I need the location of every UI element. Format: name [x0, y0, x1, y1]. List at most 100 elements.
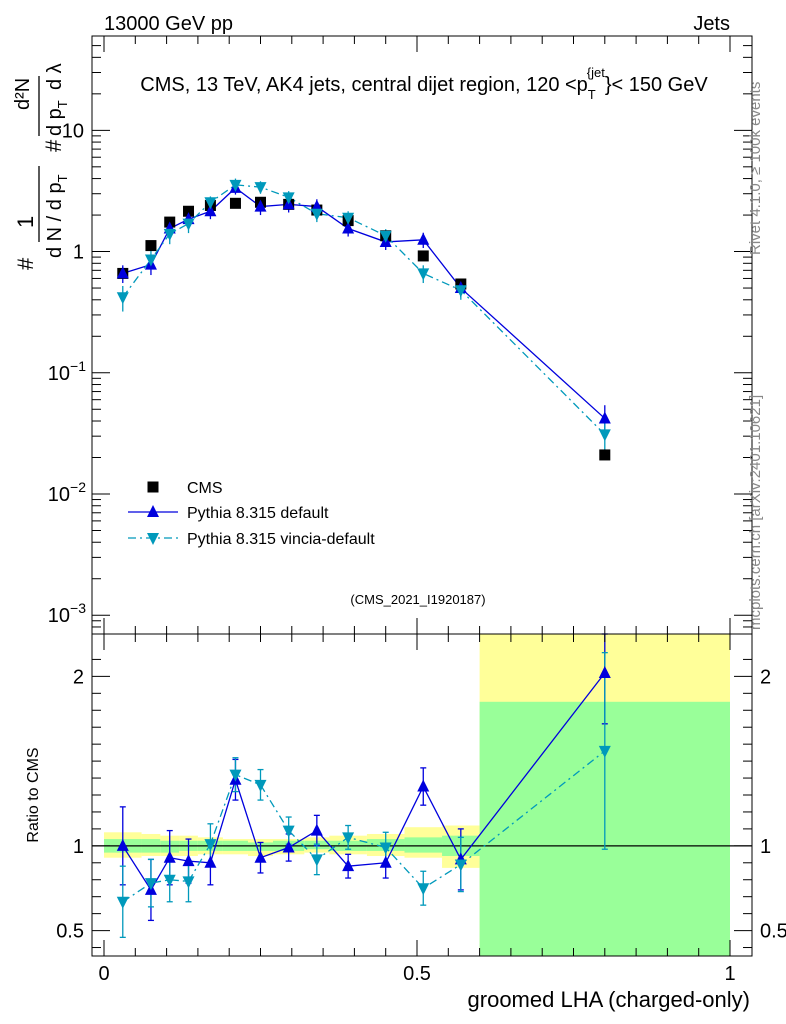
- vincia-marker-triangle: [204, 197, 217, 210]
- vincia-marker-triangle: [282, 192, 295, 205]
- main-y-tick-label: 1: [73, 242, 84, 264]
- vincia-marker-triangle: [417, 268, 430, 281]
- vincia-marker-triangle: [342, 212, 355, 225]
- vincia-marker-triangle: [598, 745, 611, 758]
- ratio-y-tick-label: 2: [73, 666, 84, 688]
- vincia-marker-triangle: [417, 883, 430, 896]
- data-marker-square: [229, 197, 241, 209]
- rivet-version-label: Rivet 4.1.0, ≥ 100k events: [747, 82, 764, 255]
- vincia-marker-triangle: [182, 876, 195, 889]
- vincia-marker-triangle: [379, 842, 392, 855]
- tick-exponent: −1: [70, 358, 86, 374]
- ratio-panel: 0.5 0.5 1 1 2 2 0 0.5 1: [56, 633, 786, 985]
- ylabel-dp-sub: T: [55, 100, 70, 108]
- main-y-tick-label: 10−1: [48, 358, 86, 385]
- default-marker-triangle: [116, 266, 129, 279]
- main-y-tick-label: 10: [62, 120, 84, 142]
- vincia-marker-triangle: [144, 878, 157, 891]
- data-marker-square: [147, 481, 159, 493]
- x-tick-label: 1: [724, 963, 735, 985]
- vincia-marker-triangle: [229, 769, 242, 782]
- legend: CMS Pythia 8.315 default Pythia 8.315 vinc…: [128, 480, 375, 548]
- default-marker-triangle: [342, 859, 355, 872]
- category-label: Jets: [693, 13, 730, 35]
- vincia-marker-triangle: [454, 285, 467, 298]
- ratio-y-tick-label: 0.5: [56, 921, 84, 943]
- ylabel-one: 1: [13, 216, 38, 228]
- vincia-marker-triangle: [116, 292, 129, 305]
- data-marker-square: [183, 205, 195, 217]
- ylabel-dn-sub: T: [55, 174, 70, 182]
- tick-base: 10: [48, 363, 70, 385]
- default-marker-triangle: [417, 779, 430, 792]
- ratio-y-tick-label-right: 0.5: [760, 921, 786, 943]
- ratio-band-inner: [404, 837, 443, 853]
- vincia-marker-triangle: [163, 228, 176, 241]
- ratio-y-axis-label: Ratio to CMS: [25, 747, 42, 842]
- main-y-axis-label: # 1 d N / d pT # d²N d pT d λ: [12, 63, 70, 270]
- main-series-group: [116, 178, 611, 461]
- default-marker-triangle: [598, 411, 611, 424]
- default-marker-triangle: [204, 204, 217, 217]
- default-marker-triangle: [116, 838, 129, 851]
- title-tail: }< 150 GeV: [605, 74, 709, 96]
- vincia-marker-triangle: [342, 832, 355, 845]
- default-marker-triangle: [182, 854, 195, 867]
- default-marker-triangle: [147, 505, 159, 517]
- vincia-marker-triangle: [598, 429, 611, 442]
- default-marker-triangle: [379, 855, 392, 868]
- main-y-tick-label: 10−3: [48, 600, 86, 627]
- ylabel-dp-text: d p: [44, 108, 66, 136]
- ratio-series-group: [116, 633, 611, 939]
- vincia-marker-triangle: [144, 254, 157, 267]
- default-marker-triangle: [204, 855, 217, 868]
- vincia-line: [122, 184, 606, 435]
- ratio-y-tick-label-right: 1: [760, 836, 771, 858]
- ratio-axes: 0.5 0.5 1 1 2 2 0 0.5 1: [56, 634, 786, 985]
- default-marker-triangle: [342, 221, 355, 234]
- default-marker-triangle: [254, 199, 267, 212]
- legend-label-vincia: Pythia 8.315 vincia-default: [187, 531, 375, 548]
- title-subscript: T: [588, 87, 596, 102]
- data-marker-square: [599, 449, 611, 461]
- plot-title: CMS, 13 TeV, AK4 jets, central dijet reg…: [140, 65, 708, 102]
- ratio-y-tick-label-right: 2: [760, 666, 771, 688]
- default-marker-triangle: [598, 665, 611, 678]
- ylabel-dn: d N / d p: [44, 182, 66, 258]
- vincia-marker-triangle: [163, 874, 176, 887]
- default-marker-triangle: [310, 199, 323, 212]
- vincia-marker-triangle: [454, 859, 467, 872]
- ylabel-hash-1: #: [13, 257, 38, 270]
- analysis-watermark: (CMS_2021_I1920187): [350, 592, 485, 607]
- title-superscript: {jet: [587, 65, 605, 80]
- ylabel-denominator: d N / d pT: [44, 174, 70, 258]
- tick-base: 10: [48, 484, 70, 506]
- vincia-marker-triangle: [310, 854, 323, 867]
- ylabel-dp: d pT: [44, 100, 70, 136]
- ratio-y-tick-label: 1: [73, 836, 84, 858]
- tick-exponent: −2: [70, 479, 86, 495]
- x-axis-label: groomed LHA (charged-only): [468, 987, 750, 1012]
- title-main-text: CMS, 13 TeV, AK4 jets, central dijet reg…: [140, 74, 588, 96]
- legend-label-default: Pythia 8.315 default: [187, 505, 329, 522]
- vincia-marker-triangle: [282, 825, 295, 838]
- default-marker-triangle: [254, 850, 267, 863]
- x-tick-label: 0: [98, 963, 109, 985]
- vincia-marker-triangle: [116, 896, 129, 909]
- mcplots-source-label: mcplots.cern.ch [arXiv:2401.10621]: [747, 395, 764, 630]
- ylabel-hash-2: #: [41, 139, 66, 152]
- vincia-marker-triangle: [229, 179, 242, 192]
- x-tick-label: 0.5: [403, 963, 431, 985]
- energy-label: 13000 GeV pp: [104, 13, 233, 35]
- vincia-marker-triangle: [254, 779, 267, 792]
- vincia-marker-triangle: [182, 218, 195, 231]
- ylabel-dlambda: d λ: [44, 63, 66, 90]
- tick-base: 10: [48, 605, 70, 627]
- vincia-marker-triangle: [379, 230, 392, 243]
- vincia-marker-triangle: [204, 839, 217, 852]
- legend-label-data: CMS: [187, 480, 223, 497]
- main-y-tick-label: 10−2: [48, 479, 86, 506]
